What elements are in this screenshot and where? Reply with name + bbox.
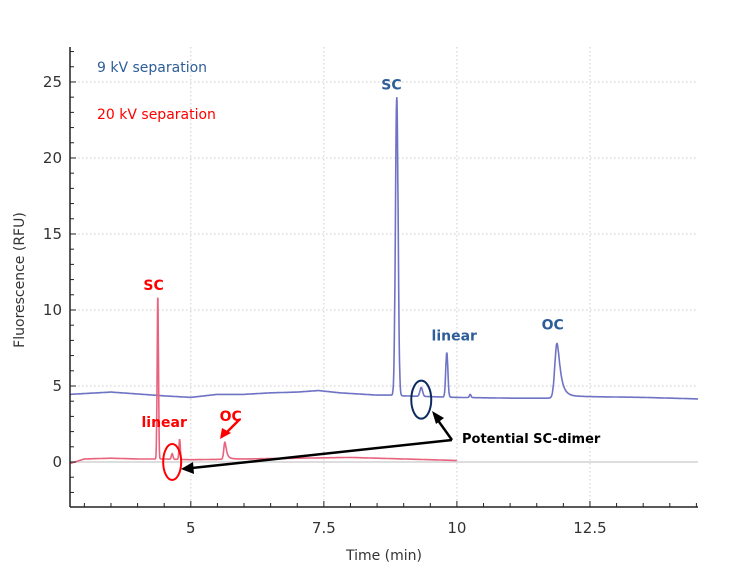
legend-9kv: 9 kV separation	[97, 60, 207, 76]
dimer-circle-20kv	[162, 443, 183, 482]
y-tick-label: 20	[43, 149, 62, 167]
callout-arrow-head-20kv	[181, 462, 194, 474]
callout-arrow-line-9kv	[435, 418, 454, 441]
series-9kv-line	[69, 97, 698, 400]
peak-label-9kv-oc: OC	[542, 318, 564, 334]
series-group	[69, 97, 698, 465]
peak-label-20kv-sc: SC	[143, 278, 163, 294]
x-axis-title: Time (min)	[345, 548, 422, 564]
y-tick-label: 5	[52, 377, 62, 395]
peak-label-20kv-linear: linear	[141, 415, 187, 431]
callout-arrow-line-20kv	[191, 438, 453, 470]
axes: 0 5 10 15 20 25 5 7.5 10 12.5	[43, 47, 698, 537]
peak-label-20kv-oc: OC	[220, 409, 242, 425]
oc-arrow-line	[225, 418, 241, 434]
x-tick-label: 12.5	[573, 519, 606, 537]
y-tick-label: 10	[43, 301, 62, 319]
y-tick-label: 0	[52, 453, 62, 471]
x-tick-label: 10	[447, 519, 466, 537]
y-tick-label: 15	[43, 225, 62, 243]
series-20kv-line	[69, 297, 457, 465]
peak-label-9kv-sc: SC	[381, 78, 401, 94]
callout-arrow-head-9kv	[432, 411, 444, 424]
oc-arrow-head	[220, 428, 231, 439]
callout-potential-sc-dimer: Potential SC-dimer	[462, 432, 601, 447]
y-axis-title: Fluorescence (RFU)	[12, 212, 28, 348]
x-tick-label: 5	[186, 519, 196, 537]
annotations: SC linear OC SC linear OC	[141, 78, 564, 482]
peak-label-9kv-linear: linear	[432, 328, 478, 344]
legend-20kv: 20 kV separation	[97, 107, 216, 123]
dimer-circle-9kv	[410, 379, 433, 420]
y-tick-label: 25	[43, 73, 62, 91]
x-tick-label: 7.5	[312, 519, 336, 537]
